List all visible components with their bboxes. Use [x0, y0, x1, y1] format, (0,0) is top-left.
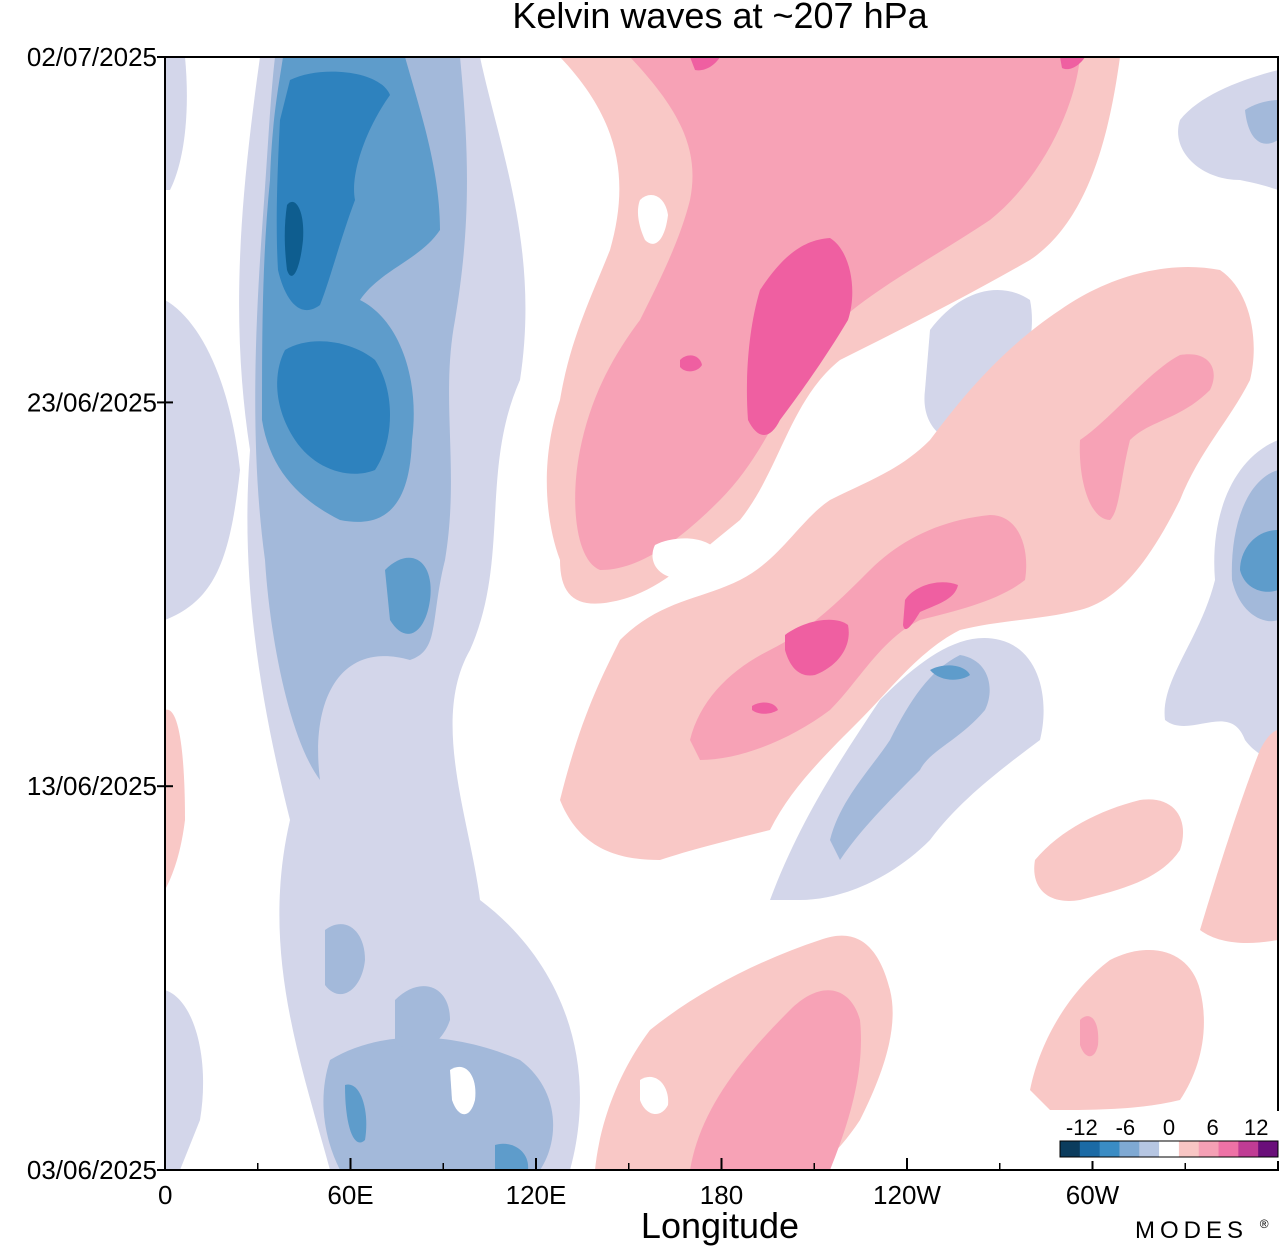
y-tick-label: 23/06/2025 — [27, 387, 157, 417]
contour-pos-strong-middle — [785, 619, 849, 676]
contour-neg-east-dark — [1240, 530, 1278, 592]
contour-pos-strong-top — [690, 57, 720, 71]
contour-pos-light-farwest — [165, 709, 185, 890]
colorbar-frame — [1059, 1140, 1279, 1158]
contour-neg-medium-mid2 — [395, 986, 450, 1051]
y-tick-label: 03/06/2025 — [27, 1155, 157, 1185]
contour-neg-diag-medium — [830, 655, 990, 860]
contour-pos-strong-spot — [680, 355, 702, 372]
watermark-text: MODES — [1135, 1217, 1248, 1244]
x-tick-label: 120E — [506, 1180, 567, 1210]
colorbar-swatch — [1060, 1141, 1081, 1157]
colorbar-swatch — [1198, 1141, 1220, 1157]
contour-neg-east-small — [1245, 100, 1278, 144]
contour-pos-light-east2 — [1034, 799, 1184, 901]
contour-neg-east-light — [1178, 70, 1278, 190]
contour-white-gap-2 — [637, 195, 668, 244]
contour-pos-strong-top2 — [1060, 57, 1085, 70]
contour-pos-light-east — [1030, 950, 1204, 1110]
x-axis-label: Longitude — [641, 1205, 799, 1246]
contour-neg-light-west-top — [165, 57, 187, 190]
x-tick-label: 180 — [700, 1180, 743, 1210]
watermark-registered-mark: ® — [1260, 1217, 1274, 1231]
contour-neg-core-upper — [276, 71, 390, 311]
contour-white-gap-1 — [652, 538, 720, 579]
contour-pos-medium-lower — [690, 990, 861, 1170]
contour-white-gap-3 — [450, 1066, 476, 1115]
contour-neg-light-west-bottom — [165, 990, 204, 1170]
contour-fills — [165, 57, 1278, 1170]
x-axis-ticks: 0 60E 120E 180 120W 60W — [158, 1158, 1186, 1210]
contour-pos-strong-middle2 — [903, 582, 958, 630]
contour-neg-dark-bottom — [495, 1143, 529, 1170]
contour-neg-diag-light2 — [924, 290, 1032, 443]
contour-pos-medium-middle — [690, 515, 1027, 760]
colorbar-swatch — [1159, 1141, 1180, 1157]
y-tick-label: 13/06/2025 — [27, 771, 157, 801]
contour-neg-diag-dark — [930, 665, 970, 680]
x-tick-label: 60W — [1066, 1180, 1120, 1210]
contour-neg-medium-mid — [325, 924, 365, 995]
colorbar-tick-label: 0 — [1163, 1115, 1175, 1140]
colorbar-tick-label: -6 — [1116, 1115, 1136, 1140]
contour-pos-strong-upper — [746, 238, 853, 435]
contour-neg-core-lower — [277, 341, 390, 474]
contour-pos-medium-east — [1079, 354, 1214, 520]
x-tick-label: 60E — [327, 1180, 373, 1210]
colorbar: -12 -6 0 6 12 — [1054, 1111, 1280, 1161]
colorbar-swatch — [1079, 1141, 1101, 1157]
colorbar-swatch — [1099, 1141, 1120, 1157]
colorbar-tick-label: 12 — [1244, 1115, 1268, 1140]
chart-title: Kelvin waves at ~207 hPa — [512, 0, 928, 36]
x-tick-label: 0 — [158, 1180, 172, 1210]
colorbar-swatch — [1119, 1141, 1140, 1157]
contour-neg-medium-lower — [323, 1037, 554, 1170]
colorbar-tick-label: 6 — [1206, 1115, 1218, 1140]
colorbar-tick-label: -12 — [1066, 1115, 1098, 1140]
colorbar-swatch — [1258, 1141, 1279, 1157]
contour-neg-dark-low — [345, 1084, 367, 1143]
colorbar-swatch — [1178, 1141, 1200, 1157]
contour-white-gap-4 — [640, 1076, 669, 1115]
x-tick-label: 120W — [873, 1180, 941, 1210]
y-tick-label: 02/07/2025 — [27, 42, 157, 72]
contour-pos-medium-east-small — [1080, 1016, 1099, 1057]
colorbar-swatch — [1139, 1141, 1160, 1157]
contour-neg-core-darkest — [284, 201, 304, 276]
colorbar-swatch — [1238, 1141, 1259, 1157]
contour-pos-strong-spot2 — [752, 702, 778, 714]
colorbar-swatch — [1218, 1141, 1239, 1157]
watermark-logo: MODES ® — [1135, 1217, 1274, 1244]
y-axis-ticks: 03/06/2025 13/06/2025 23/06/2025 02/07/2025 — [27, 42, 173, 1185]
contour-neg-dark-spot — [385, 557, 431, 634]
contour-neg-light-west — [165, 300, 240, 620]
contour-pos-light-fareast — [1200, 730, 1278, 943]
